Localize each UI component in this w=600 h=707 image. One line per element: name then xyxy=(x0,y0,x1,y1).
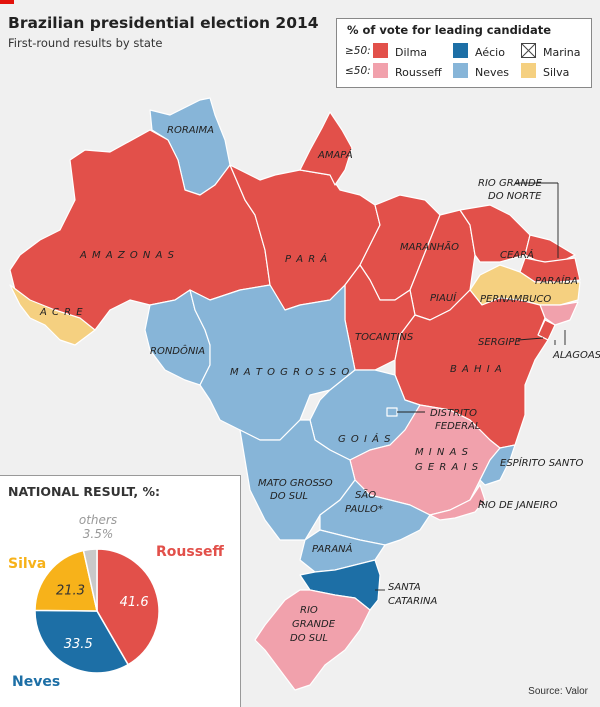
label-espirito-santo: ESPÍRITO SANTO xyxy=(500,456,583,469)
leader-line xyxy=(479,499,486,506)
state-espirito-santo[interactable] xyxy=(479,444,516,486)
legend-label-rousseff: Rousseff xyxy=(395,66,442,79)
pie-value-silva: 21.3 xyxy=(56,584,85,599)
legend-swatch-silva-low xyxy=(521,63,536,78)
label-minas-1: M I N A S xyxy=(415,447,469,458)
state-rio-de-janeiro[interactable] xyxy=(429,484,486,521)
leader-line xyxy=(517,337,544,341)
legend-title: % of vote for leading candidate xyxy=(347,23,552,37)
legend-threshold-low: ≤50: xyxy=(345,65,371,77)
label-ms-1: MATO GROSSO xyxy=(258,478,333,489)
legend-swatch-rousseff-low xyxy=(373,63,388,78)
pie-value-rousseff: 41.6 xyxy=(120,595,149,610)
legend-swatch-neves-low xyxy=(453,63,468,78)
pie-name-neves: Neves xyxy=(12,674,60,690)
pie-name-rousseff: Rousseff xyxy=(156,544,225,560)
legend-threshold-high: ≥50: xyxy=(345,45,371,57)
state-mato-grosso[interactable] xyxy=(189,284,356,441)
page-title: Brazilian presidential election 2014 xyxy=(8,14,319,32)
label-para: P A R Á xyxy=(285,252,328,265)
legend-label-marina: Marina xyxy=(543,46,581,59)
pie-slice-silva xyxy=(34,549,98,612)
source-note: Source: Valor xyxy=(528,686,588,697)
label-maranhao: MARANHÃO xyxy=(400,240,459,253)
label-minas-2: G E R A I S xyxy=(415,462,479,473)
pie-name-silva: Silva xyxy=(8,556,46,572)
label-rs-1: RIO xyxy=(300,605,318,616)
pie-value-others: 3.5% xyxy=(83,527,114,541)
label-sp-1: SÃO xyxy=(355,488,376,501)
brand-tag xyxy=(0,0,14,4)
state-ceara[interactable] xyxy=(459,204,531,263)
label-ms-2: DO SUL xyxy=(270,491,308,502)
page-subtitle: First-round results by state xyxy=(8,36,163,50)
label-ceara: CEARÁ xyxy=(500,248,534,261)
label-amazonas: A M A Z O N A S xyxy=(79,250,175,261)
state-rio-grande-do-sul[interactable] xyxy=(254,589,371,691)
label-sergipe: SERGIPE xyxy=(478,337,521,348)
state-acre[interactable] xyxy=(9,284,96,346)
legend-swatch-rousseff-high xyxy=(373,43,388,58)
pie-slice-rousseff xyxy=(96,548,160,666)
state-df[interactable] xyxy=(386,407,398,417)
label-piaui: PIAUÍ xyxy=(430,291,457,304)
pie-value-neves: 33.5 xyxy=(64,637,93,652)
label-df-2: FEDERAL xyxy=(435,421,480,432)
national-result-title: NATIONAL RESULT, %: xyxy=(8,484,161,499)
label-mato-grosso: M A T O G R O S S O xyxy=(230,367,350,378)
pie-slice-others xyxy=(82,548,98,612)
label-rs-2: GRANDE xyxy=(292,619,336,630)
state-amapa[interactable] xyxy=(299,111,353,186)
label-sc-2: CATARINA xyxy=(388,596,438,607)
label-alagoas: ALAGOAS xyxy=(552,350,600,361)
legend: % of vote for leading candidate ≥50: ≤50… xyxy=(336,18,592,88)
label-rj: RIO DE JANEIRO xyxy=(478,500,558,511)
label-rs-3: DO SUL xyxy=(290,633,328,644)
national-result-panel: NATIONAL RESULT, %: 41.6 33.5 21.3 Rousseff… xyxy=(0,475,241,707)
label-bahia: B A H I A xyxy=(450,364,503,375)
label-sc-1: SANTA xyxy=(388,582,421,593)
label-pernambuco: PERNAMBUCO xyxy=(480,294,551,305)
legend-swatch-neves-high xyxy=(453,43,468,58)
legend-label-neves: Neves xyxy=(475,66,510,79)
legend-label-aecio: Aécio xyxy=(475,46,505,59)
label-paraiba: PARAÍBA xyxy=(535,274,578,287)
label-acre: A C R E xyxy=(39,307,84,318)
label-goias: G O I Á S xyxy=(338,432,391,445)
label-tocantins: TOCANTINS xyxy=(355,332,414,343)
label-amapa: AMAPÁ xyxy=(317,148,353,161)
legend-label-dilma: Dilma xyxy=(395,46,428,59)
label-df-1: DISTRITO xyxy=(430,408,477,419)
label-parana: PARANÁ xyxy=(312,542,353,555)
label-roraima: RORAIMA xyxy=(167,125,214,136)
pie-name-others: others xyxy=(79,513,117,527)
label-rn-1: RIO GRANDE xyxy=(478,178,543,189)
legend-swatch-silva-high xyxy=(521,43,536,58)
label-rondonia: RONDÔNIA xyxy=(150,344,205,357)
label-sp-2: PAULO* xyxy=(345,504,383,515)
legend-label-silva: Silva xyxy=(543,66,570,79)
label-rn-2: DO NORTE xyxy=(488,191,542,202)
pie-slice-neves xyxy=(34,609,130,674)
